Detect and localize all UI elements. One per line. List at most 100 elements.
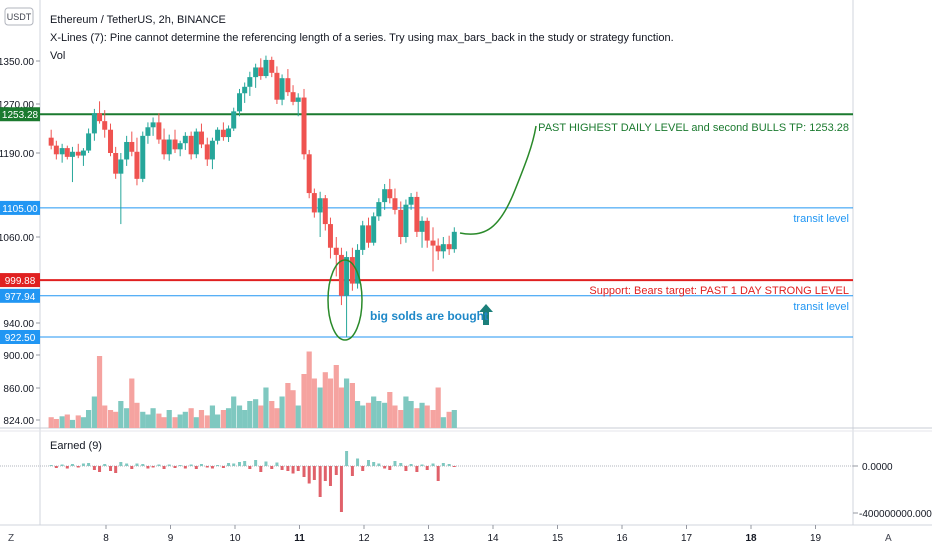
candle[interactable]	[64, 145, 70, 160]
earned-bar	[383, 466, 387, 469]
candle[interactable]	[414, 191, 420, 237]
candle[interactable]	[129, 131, 135, 157]
candle[interactable]	[301, 88, 307, 160]
candle[interactable]	[392, 188, 398, 215]
candle[interactable]	[237, 88, 243, 117]
candle[interactable]	[403, 199, 409, 243]
candle[interactable]	[322, 195, 328, 231]
candle[interactable]	[134, 137, 140, 186]
candle[interactable]	[451, 227, 457, 253]
candle[interactable]	[91, 108, 97, 141]
candle[interactable]	[69, 146, 75, 183]
candle[interactable]	[226, 125, 232, 142]
candle[interactable]	[263, 55, 269, 79]
candle[interactable]	[108, 123, 114, 157]
volume-bar	[220, 410, 226, 428]
candle[interactable]	[382, 184, 388, 210]
auto-scale-button[interactable]: A	[885, 533, 892, 544]
volume-bar	[408, 401, 414, 428]
candle-body	[349, 257, 355, 284]
bottom-left-button[interactable]: Z	[8, 533, 14, 544]
candle[interactable]	[371, 212, 377, 246]
candle[interactable]	[344, 251, 350, 338]
candle[interactable]	[113, 146, 119, 179]
volume-bar	[343, 378, 350, 428]
candle[interactable]	[258, 58, 264, 80]
candle[interactable]	[75, 143, 81, 159]
candle[interactable]	[419, 216, 425, 248]
candle[interactable]	[166, 134, 172, 161]
candle[interactable]	[86, 128, 92, 154]
candle[interactable]	[360, 220, 366, 255]
candle[interactable]	[398, 201, 404, 245]
candle[interactable]	[247, 71, 253, 96]
projected-path-drawing[interactable]	[459, 125, 537, 235]
candle[interactable]	[242, 82, 248, 103]
earned-bar	[248, 466, 252, 469]
candle[interactable]	[274, 66, 280, 104]
candle[interactable]	[317, 191, 323, 237]
candle[interactable]	[150, 117, 156, 136]
highlight-ellipse[interactable]	[327, 259, 363, 341]
candle[interactable]	[215, 127, 221, 145]
volume-bar	[403, 396, 409, 428]
volume-bar	[242, 410, 248, 428]
candle-body	[333, 247, 339, 255]
price-tick-label: 860.00	[3, 384, 34, 395]
candle[interactable]	[177, 140, 183, 157]
candle[interactable]	[198, 123, 204, 149]
candle[interactable]	[140, 131, 146, 183]
candle[interactable]	[220, 122, 226, 141]
candle[interactable]	[311, 188, 317, 218]
candle[interactable]	[279, 74, 285, 106]
candle[interactable]	[430, 227, 436, 272]
candle[interactable]	[193, 128, 199, 159]
candle[interactable]	[338, 247, 344, 306]
currency-badge[interactable]	[4, 7, 34, 26]
candle[interactable]	[435, 238, 441, 260]
candle[interactable]	[295, 93, 301, 117]
candle[interactable]	[424, 217, 430, 248]
candle[interactable]	[231, 107, 237, 131]
candle[interactable]	[53, 140, 59, 160]
earned-bar	[393, 461, 397, 466]
candle[interactable]	[188, 131, 194, 160]
candle[interactable]	[145, 122, 151, 144]
candle[interactable]	[290, 85, 296, 106]
candle[interactable]	[333, 237, 339, 277]
candle[interactable]	[366, 217, 372, 248]
candle[interactable]	[48, 129, 54, 150]
volume-bar	[440, 417, 446, 428]
up-arrow-icon[interactable]	[479, 304, 493, 325]
candle[interactable]	[172, 129, 178, 153]
candle[interactable]	[118, 153, 124, 225]
price-badge-label: 999.88	[5, 276, 36, 287]
candle[interactable]	[102, 110, 108, 138]
candle[interactable]	[253, 63, 259, 88]
candle[interactable]	[387, 178, 393, 204]
candle[interactable]	[97, 101, 103, 124]
candle[interactable]	[161, 128, 167, 160]
candle[interactable]	[355, 244, 361, 289]
candle[interactable]	[440, 237, 446, 259]
earned-bar	[372, 462, 376, 466]
volume-bar	[258, 405, 264, 428]
candle[interactable]	[80, 148, 86, 166]
candle[interactable]	[349, 247, 355, 291]
candle[interactable]	[59, 143, 65, 163]
candle[interactable]	[156, 113, 162, 144]
candle[interactable]	[285, 69, 291, 96]
volume-bar	[387, 392, 393, 428]
candle[interactable]	[182, 132, 188, 150]
candle[interactable]	[306, 149, 312, 199]
candle[interactable]	[204, 137, 210, 166]
candle[interactable]	[269, 56, 275, 78]
candle[interactable]	[446, 235, 452, 255]
earned-bar	[254, 460, 258, 466]
volume-bar	[398, 410, 404, 428]
candle[interactable]	[376, 198, 382, 221]
candle[interactable]	[327, 217, 333, 259]
candle[interactable]	[124, 135, 130, 166]
candle[interactable]	[408, 193, 414, 210]
candle[interactable]	[209, 137, 215, 170]
